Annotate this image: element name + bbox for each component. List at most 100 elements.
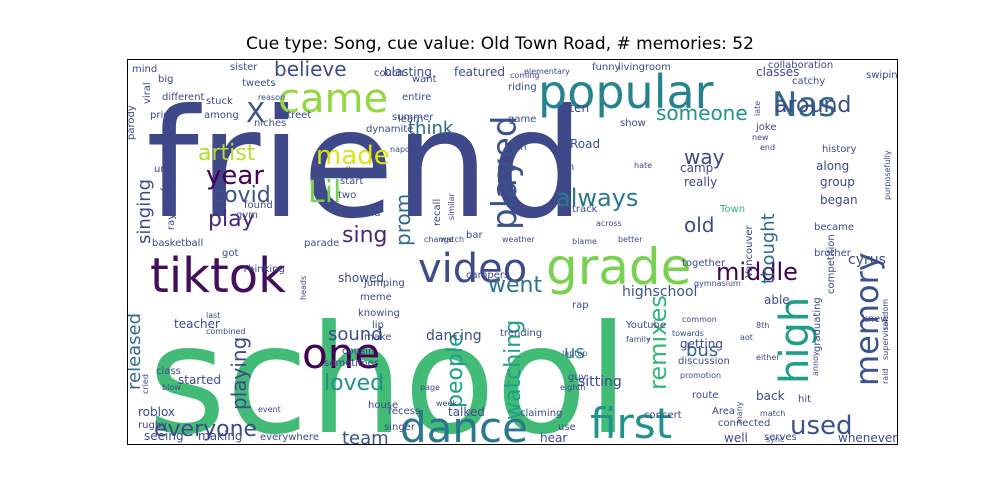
cloud-word: Area bbox=[712, 406, 735, 417]
cloud-word: around bbox=[774, 93, 851, 118]
cloud-word: counsellor bbox=[310, 166, 362, 177]
cloud-word: eighth bbox=[560, 383, 586, 392]
cloud-word: first bbox=[590, 399, 672, 445]
cloud-word: serves bbox=[764, 432, 797, 443]
cloud-word: page bbox=[420, 383, 440, 392]
cloud-word: hate bbox=[634, 161, 652, 170]
cloud-word: start bbox=[340, 176, 363, 187]
cloud-word: discussion bbox=[678, 356, 730, 367]
cloud-word: heads bbox=[299, 276, 308, 300]
cloud-word: rap bbox=[572, 300, 589, 311]
cloud-word: covid bbox=[212, 183, 271, 208]
cloud-word: used bbox=[790, 411, 853, 441]
cloud-word: napoleon bbox=[390, 145, 427, 154]
cloud-word: loved bbox=[324, 371, 384, 396]
cloud-word: moved bbox=[501, 169, 510, 196]
chart-title: Cue type: Song, cue value: Old Town Road… bbox=[246, 34, 754, 54]
cloud-word: featured bbox=[454, 65, 505, 79]
cloud-word: many bbox=[735, 401, 744, 424]
cloud-word: unit bbox=[154, 164, 173, 175]
cloud-word: annoy bbox=[811, 351, 820, 376]
cloud-word: gymnasium bbox=[694, 279, 741, 288]
cloud-word: everyone bbox=[154, 417, 257, 442]
cloud-word: track bbox=[572, 204, 598, 215]
cloud-word: couch bbox=[374, 68, 404, 79]
cloud-word: lip bbox=[372, 320, 384, 331]
cloud-word: friend bbox=[146, 78, 585, 252]
cloud-word: people bbox=[443, 333, 468, 408]
cloud-word: game bbox=[508, 114, 536, 125]
cloud-word: started bbox=[178, 373, 221, 387]
cloud-word: tweets bbox=[242, 78, 276, 89]
cloud-word: thought bbox=[758, 213, 779, 284]
cloud-word: one bbox=[302, 329, 380, 378]
cloud-word: dynamite bbox=[366, 124, 413, 135]
cloud-word: showed bbox=[338, 271, 384, 285]
cloud-word: gym bbox=[236, 210, 258, 221]
cloud-word: parody bbox=[128, 105, 137, 140]
cloud-word: niches bbox=[254, 118, 286, 129]
cloud-word: house bbox=[368, 400, 398, 411]
cloud-word: found bbox=[244, 200, 273, 211]
cloud-word: weather bbox=[502, 235, 535, 244]
cloud-word: 8th bbox=[756, 321, 769, 330]
cloud-word: singing bbox=[134, 179, 155, 244]
cloud-word: classes bbox=[756, 65, 799, 79]
cloud-word: school bbox=[148, 294, 629, 445]
cloud-word: dancing bbox=[426, 328, 482, 344]
cloud-word: knew bbox=[862, 314, 888, 325]
cloud-word: often bbox=[558, 101, 589, 115]
cloud-word: show bbox=[620, 118, 646, 129]
cloud-word: viral bbox=[142, 82, 153, 104]
cloud-word: parade bbox=[304, 238, 339, 249]
cloud-word: end bbox=[760, 143, 775, 152]
cloud-word: recall bbox=[432, 199, 443, 226]
cloud-word: artist bbox=[198, 141, 256, 166]
cloud-word: basketball bbox=[152, 238, 203, 249]
cloud-word: towards bbox=[672, 329, 704, 338]
cloud-word: fun bbox=[558, 162, 574, 173]
cloud-word: funny bbox=[592, 62, 621, 73]
cloud-word: stuck bbox=[206, 96, 233, 107]
cloud-word: well bbox=[724, 431, 748, 445]
cloud-word: similar bbox=[447, 192, 456, 220]
cloud-word: playing bbox=[227, 337, 251, 410]
cloud-word: late bbox=[753, 101, 762, 116]
cloud-word: competition bbox=[826, 234, 837, 294]
cloud-word: blow bbox=[162, 383, 181, 392]
cloud-word: coming bbox=[510, 71, 539, 80]
cloud-word: want bbox=[412, 74, 437, 85]
cloud-word: jumping bbox=[363, 278, 405, 289]
cloud-word: think bbox=[408, 118, 454, 139]
cloud-word: singer bbox=[384, 422, 416, 433]
cloud-word: cousin bbox=[342, 346, 374, 357]
cloud-word: Lil bbox=[308, 175, 341, 210]
cloud-word: year bbox=[206, 161, 264, 191]
cloud-word: rugby bbox=[138, 420, 167, 431]
cloud-word: said bbox=[360, 208, 380, 219]
cloud-word: Vancouver bbox=[744, 224, 755, 278]
cloud-word: sometimes bbox=[324, 358, 379, 369]
cloud-word: X bbox=[246, 96, 265, 129]
cloud-word: trending bbox=[500, 328, 542, 339]
cloud-word: graduating bbox=[812, 297, 823, 352]
cloud-word: guy bbox=[568, 372, 587, 383]
cloud-word: make bbox=[364, 332, 391, 343]
cloud-word: joke bbox=[755, 122, 776, 133]
cloud-word: swiping bbox=[866, 70, 898, 81]
cloud-word: getting bbox=[680, 337, 723, 351]
cloud-word: got bbox=[222, 248, 238, 259]
cloud-word: street bbox=[282, 110, 311, 121]
cloud-word: collaboration bbox=[768, 60, 833, 71]
cloud-word: either bbox=[756, 353, 780, 362]
cloud-word: everywhere bbox=[260, 432, 319, 443]
cloud-word: blame bbox=[572, 237, 597, 246]
cloud-word: 7th bbox=[510, 142, 527, 153]
cloud-word: highschool bbox=[622, 284, 697, 300]
cloud-word: claiming bbox=[520, 408, 562, 419]
cloud-word: grade bbox=[546, 238, 691, 296]
cloud-word: hit bbox=[798, 394, 811, 405]
cloud-word: Road bbox=[570, 137, 600, 151]
cloud-word: Nas bbox=[772, 85, 836, 125]
